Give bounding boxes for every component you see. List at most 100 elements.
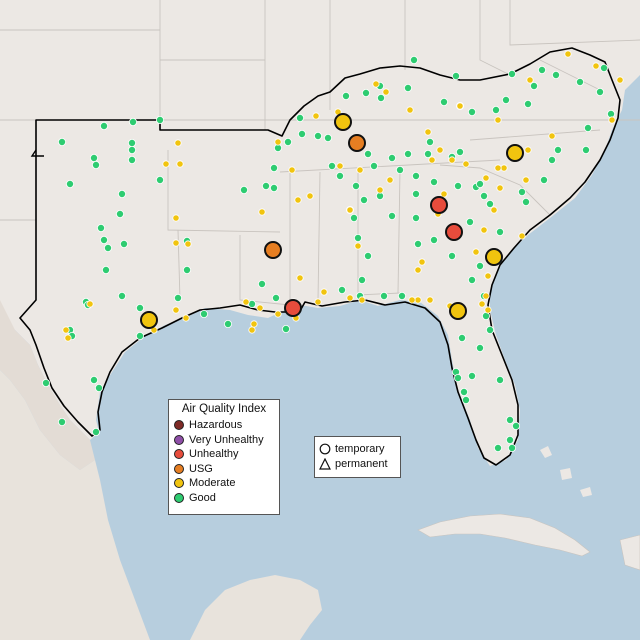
good-monitor-dot bbox=[582, 145, 591, 154]
good-monitor-dot bbox=[100, 122, 109, 131]
moderate-monitor-dot bbox=[456, 102, 464, 110]
good-monitor-dot bbox=[182, 265, 191, 274]
very-unhealthy-swatch-icon bbox=[174, 434, 184, 445]
good-monitor-dot bbox=[269, 163, 278, 172]
moderate-monitor-dot bbox=[484, 272, 492, 280]
good-swatch-icon bbox=[174, 492, 184, 503]
monitor-type-legend: temporary permanent bbox=[314, 436, 401, 478]
good-monitor-dot bbox=[538, 66, 547, 75]
moderate-monitor-dot bbox=[564, 50, 572, 58]
moderate-monitor-dot bbox=[174, 139, 182, 147]
good-monitor-dot bbox=[369, 161, 378, 170]
moderate-swatch-icon bbox=[174, 478, 184, 489]
moderate-monitor-dot bbox=[358, 296, 366, 304]
good-monitor-dot bbox=[359, 195, 368, 204]
good-monitor-dot bbox=[102, 265, 111, 274]
legend-label: temporary bbox=[335, 442, 385, 455]
good-monitor-dot bbox=[495, 227, 504, 236]
good-monitor-dot bbox=[269, 183, 278, 192]
good-monitor-dot bbox=[353, 233, 362, 242]
good-monitor-dot bbox=[455, 147, 464, 156]
good-monitor-dot bbox=[493, 443, 502, 452]
legend-label: Unhealthy bbox=[189, 448, 239, 461]
good-monitor-dot bbox=[459, 387, 468, 396]
good-monitor-dot bbox=[554, 145, 563, 154]
good-monitor-dots bbox=[42, 56, 616, 452]
good-monitor-dot bbox=[403, 84, 412, 93]
good-monitor-dot bbox=[283, 137, 292, 146]
hazardous-swatch-icon bbox=[174, 420, 184, 431]
moderate-monitor-dot bbox=[312, 112, 320, 120]
moderate-monitor-dot bbox=[462, 160, 470, 168]
good-monitor-dot bbox=[58, 417, 67, 426]
good-monitor-dot bbox=[409, 56, 418, 65]
good-monitor-dot bbox=[173, 293, 182, 302]
moderate-monitor-dot bbox=[592, 62, 600, 70]
legend-item-good: Good bbox=[169, 491, 279, 506]
mexico-land bbox=[0, 370, 150, 640]
good-monitor-dot bbox=[395, 165, 404, 174]
good-monitor-dot bbox=[97, 223, 106, 232]
good-monitor-dot bbox=[90, 153, 99, 162]
good-monitor-dot bbox=[465, 217, 474, 226]
good-monitor-dot bbox=[413, 239, 422, 248]
good-monitor-dot bbox=[411, 189, 420, 198]
moderate-monitor-dot bbox=[424, 128, 432, 136]
good-monitor-dot bbox=[335, 171, 344, 180]
moderate-monitor-dot bbox=[522, 176, 530, 184]
moderate-monitor-dot bbox=[482, 292, 490, 300]
good-monitor-dot bbox=[127, 155, 136, 164]
moderate-monitor-dot bbox=[496, 184, 504, 192]
moderate-monitor-dot bbox=[382, 88, 390, 96]
moderate-monitor-dot bbox=[414, 266, 422, 274]
moderate-monitor-dot bbox=[356, 166, 364, 174]
good-monitor-dot bbox=[584, 124, 593, 133]
good-monitor-dot bbox=[495, 375, 504, 384]
good-monitor-dot bbox=[135, 331, 144, 340]
good-monitor-dot bbox=[552, 71, 561, 80]
moderate-monitor-dot bbox=[336, 162, 344, 170]
legend-item-temporary: temporary bbox=[315, 441, 400, 456]
good-monitor-dot bbox=[281, 324, 290, 333]
moderate-monitor-dot bbox=[500, 164, 508, 172]
good-monitor-dot bbox=[116, 209, 125, 218]
good-monitor-dot bbox=[411, 213, 420, 222]
good-monitor-dot bbox=[540, 175, 549, 184]
moderate-monitor-dot bbox=[242, 298, 250, 306]
moderate-monitor-dot bbox=[548, 132, 556, 140]
good-monitor-dot bbox=[596, 88, 605, 97]
good-monitor-dot bbox=[363, 149, 372, 158]
hispaniola-island bbox=[619, 534, 640, 571]
good-monitor-dot bbox=[479, 191, 488, 200]
moderate-monitor-dot bbox=[86, 300, 94, 308]
good-monitor-dot bbox=[451, 72, 460, 81]
good-monitor-dot bbox=[411, 171, 420, 180]
good-monitor-dot bbox=[530, 82, 539, 91]
good-monitor-dot bbox=[42, 378, 51, 387]
moderate-monitor-dot bbox=[346, 294, 354, 302]
moderate-monitor-dot bbox=[62, 326, 70, 334]
good-monitor-dot bbox=[155, 116, 164, 125]
highlighted-monitors bbox=[140, 113, 524, 329]
moderate-monitor-dot bbox=[372, 80, 380, 88]
good-monitor-dot bbox=[337, 285, 346, 294]
moderate-monitor-dot bbox=[172, 239, 180, 247]
good-monitor-dot bbox=[363, 251, 372, 260]
highlighted-monitor-dot bbox=[445, 223, 463, 241]
good-monitor-dot bbox=[313, 131, 322, 140]
good-monitor-dot bbox=[501, 96, 510, 105]
moderate-monitor-dot bbox=[288, 166, 296, 174]
bahamas-islands bbox=[540, 446, 592, 497]
good-monitor-dot bbox=[118, 291, 127, 300]
good-monitor-dot bbox=[128, 118, 137, 127]
highlighted-monitor-dot bbox=[449, 302, 467, 320]
good-monitor-dot bbox=[351, 181, 360, 190]
circle-icon bbox=[319, 443, 331, 454]
good-monitor-dot bbox=[223, 319, 232, 328]
moderate-monitor-dot bbox=[386, 176, 394, 184]
legend-label: Hazardous bbox=[189, 419, 243, 432]
moderate-monitor-dot bbox=[162, 160, 170, 168]
good-monitor-dot bbox=[507, 70, 516, 79]
moderate-monitor-dot bbox=[256, 304, 264, 312]
